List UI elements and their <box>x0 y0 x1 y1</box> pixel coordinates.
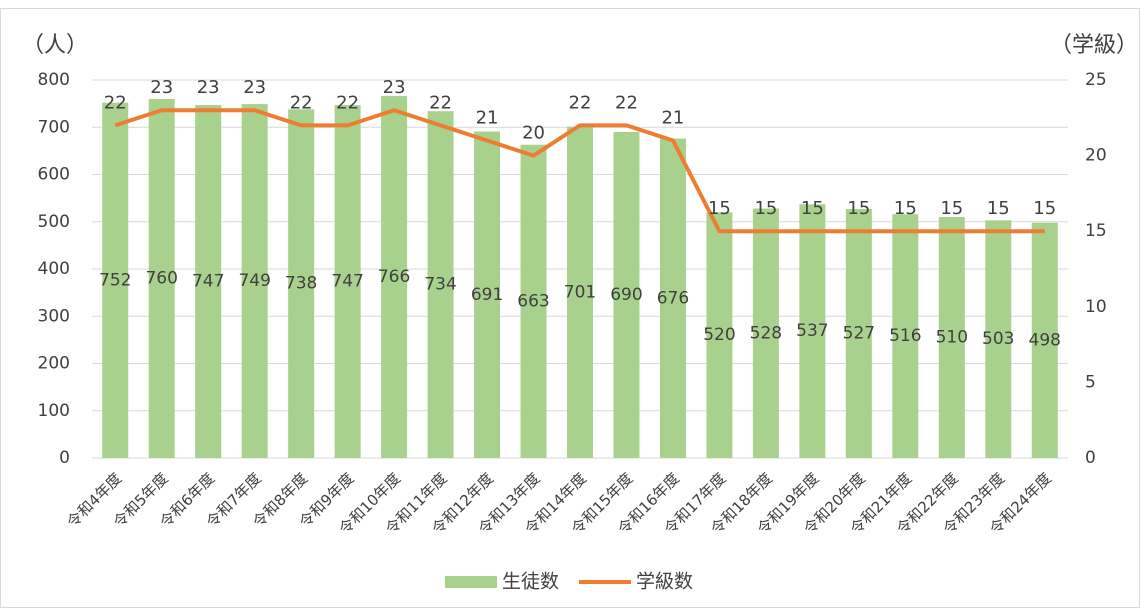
bar <box>148 98 175 459</box>
bar <box>845 208 872 458</box>
bar <box>659 138 686 458</box>
data-label: 22 <box>104 92 127 113</box>
legend-label: 学級数 <box>636 571 693 593</box>
y2-tick-label: 20 <box>1085 146 1107 166</box>
data-label: 747 <box>331 272 363 292</box>
bar <box>799 204 826 458</box>
bar <box>706 212 733 458</box>
data-label: 20 <box>522 123 545 144</box>
y2-tick-label: 25 <box>1085 70 1107 90</box>
data-label: 734 <box>424 275 456 295</box>
data-label: 690 <box>610 285 642 305</box>
data-label: 760 <box>145 268 177 288</box>
bar <box>613 131 640 458</box>
data-label: 510 <box>936 328 968 348</box>
data-label: 503 <box>982 329 1014 349</box>
data-label: 21 <box>476 107 499 128</box>
data-label: 15 <box>754 198 777 219</box>
data-label: 752 <box>99 270 131 290</box>
data-label: 520 <box>703 325 735 345</box>
y-axis-label: （人） <box>22 33 88 58</box>
data-label: 15 <box>708 198 731 219</box>
bar <box>334 105 361 458</box>
bar <box>195 105 222 458</box>
data-label: 23 <box>197 77 220 98</box>
y-tick-label: 400 <box>38 259 70 279</box>
line <box>114 108 1045 234</box>
data-label: 22 <box>336 92 359 113</box>
y2-tick-label: 0 <box>1085 448 1096 468</box>
bar <box>520 144 547 459</box>
y-tick-label: 800 <box>38 70 70 90</box>
bar <box>938 217 965 458</box>
data-label: 749 <box>238 271 270 291</box>
data-label: 22 <box>569 92 592 113</box>
data-label: 23 <box>383 77 406 98</box>
data-label: 23 <box>243 77 266 98</box>
bar <box>102 102 129 459</box>
y-tick-label: 300 <box>38 306 70 326</box>
data-label: 701 <box>564 282 596 302</box>
data-label: 21 <box>661 107 684 128</box>
data-label: 516 <box>889 326 921 346</box>
data-label: 663 <box>517 291 549 311</box>
data-label: 527 <box>843 323 875 343</box>
bar <box>427 111 454 458</box>
bar <box>1031 222 1058 458</box>
bar <box>567 126 593 458</box>
y-tick-label: 600 <box>38 165 70 185</box>
data-label: 15 <box>847 198 870 219</box>
data-label: 537 <box>796 321 828 341</box>
y2-tick-label: 15 <box>1085 221 1107 241</box>
bar <box>752 208 779 458</box>
data-label: 15 <box>1033 198 1056 219</box>
data-label: 22 <box>615 92 638 113</box>
data-label: 498 <box>1029 330 1061 350</box>
data-label: 676 <box>657 288 689 308</box>
y2-tick-label: 10 <box>1085 297 1107 317</box>
data-label: 738 <box>285 274 317 294</box>
y-tick-label: 0 <box>59 448 70 468</box>
legend-label: 生徒数 <box>502 571 559 593</box>
data-label: 23 <box>150 77 173 98</box>
data-label: 15 <box>987 198 1010 219</box>
legend-swatch <box>445 576 497 588</box>
data-label: 15 <box>894 198 917 219</box>
data-label: 691 <box>471 285 503 305</box>
data-label: 22 <box>290 92 313 113</box>
data-label: 766 <box>378 267 410 287</box>
data-label: 22 <box>429 92 452 113</box>
y-tick-label: 700 <box>38 117 70 137</box>
bar <box>288 109 315 459</box>
data-label: 15 <box>940 198 963 219</box>
data-label: 528 <box>750 323 782 343</box>
y-tick-label: 500 <box>38 212 70 232</box>
y2-tick-label: 5 <box>1085 372 1096 392</box>
y-tick-label: 200 <box>38 354 70 374</box>
bar <box>381 96 408 458</box>
bar <box>892 214 919 458</box>
y-tick-label: 100 <box>38 401 70 421</box>
y2-axis-label: （学級） <box>1050 33 1138 58</box>
data-label: 15 <box>801 198 824 219</box>
data-label: 747 <box>192 272 224 292</box>
bar <box>241 104 268 458</box>
bar <box>474 131 501 458</box>
bar <box>985 220 1012 458</box>
